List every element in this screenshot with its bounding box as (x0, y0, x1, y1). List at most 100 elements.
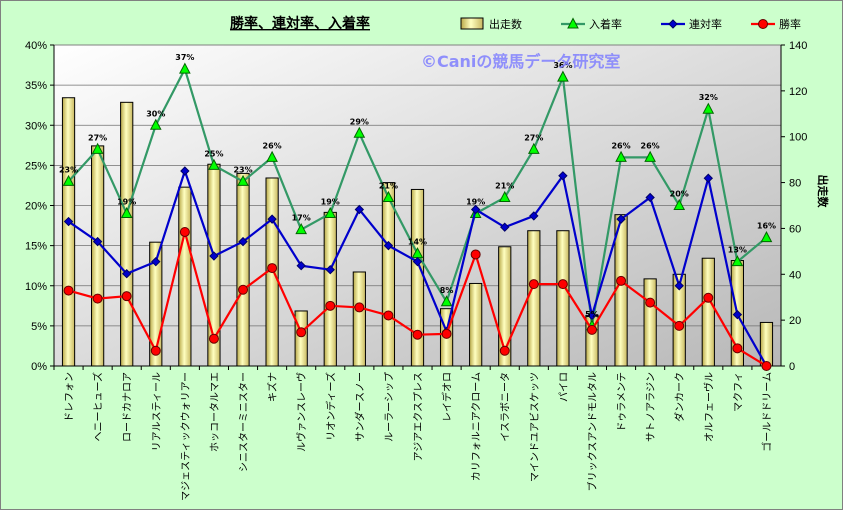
x-tick-label: ゴールドドリーム (760, 372, 773, 452)
x-tick-label: マジェスティックウォリアー (180, 372, 192, 501)
point (615, 150, 627, 162)
data-label: 8% (440, 286, 454, 295)
point (674, 320, 685, 331)
x-tick-label: ドゥラメンテ (616, 372, 628, 432)
point (731, 255, 744, 267)
point (208, 158, 220, 170)
point (528, 279, 539, 290)
y-tick-label: 0% (31, 361, 47, 373)
data-label: 23% (59, 165, 78, 174)
y2-tick-label: 0 (789, 361, 795, 373)
data-label: 19% (321, 198, 340, 207)
point (702, 102, 715, 114)
data-label: 21% (495, 181, 514, 190)
point (470, 204, 481, 215)
data-label: 23% (233, 165, 252, 174)
x-tick-label: シニスターミニスター (238, 372, 250, 472)
bar (614, 214, 628, 367)
bar (381, 182, 396, 367)
point (587, 310, 597, 321)
point (732, 309, 743, 320)
y2-tick-label: 40 (789, 269, 801, 281)
point (760, 231, 773, 243)
point (151, 256, 161, 267)
plot-area: 0% 5% 10% 15% 20% 25% 30% 35% 40% 0 20 40 60 80 100 120… (25, 40, 807, 501)
point (267, 263, 278, 274)
y2-tick-label: 60 (789, 223, 801, 235)
x-tick-label: ルヴァンスレーヴ (295, 372, 308, 452)
point (645, 192, 655, 203)
y-tick-label: 10% (25, 281, 47, 293)
x-tick-label: ダンカーク (673, 372, 686, 422)
bar (323, 211, 337, 367)
point (208, 333, 219, 344)
y2-tick-label: 20 (789, 315, 801, 327)
data-label: 14% (408, 238, 427, 247)
point (149, 118, 162, 130)
y-tick-label: 30% (25, 120, 47, 132)
data-label: 26% (611, 141, 630, 150)
y-tick-label: 35% (25, 80, 47, 92)
bar (352, 271, 366, 367)
y2-tick-label: 80 (789, 178, 801, 190)
point (500, 222, 510, 232)
point (527, 142, 540, 154)
legend-marker (567, 17, 579, 29)
watermark: ©Caniの競馬データ研究室 (421, 52, 620, 71)
point (179, 226, 190, 237)
x-tick-label: リアルスティール (152, 372, 163, 451)
legend-label: 勝率 (779, 17, 801, 31)
x-tick-label: ホッコータルマエ (209, 372, 221, 452)
x-tick-label: レイデオロ (441, 372, 454, 422)
x-tick-label: リオンディーズ (324, 372, 337, 441)
x-tick-label: ブリックスアンドモルタル (586, 372, 599, 491)
point (732, 343, 743, 354)
data-label: 17% (292, 214, 311, 223)
data-label: 25% (204, 149, 223, 158)
data-label: 21% (379, 181, 398, 190)
point (645, 297, 656, 308)
point (412, 256, 423, 267)
point (383, 240, 394, 251)
data-label: 20% (670, 190, 689, 199)
point (674, 281, 684, 291)
point (354, 302, 365, 313)
legend: 出走数 入着率 連対率 勝率 (460, 17, 801, 31)
point (616, 275, 627, 286)
y-tick-label: 5% (31, 321, 47, 333)
data-label: 27% (88, 133, 107, 142)
data-label: 37% (175, 53, 194, 62)
y-tick-label: 40% (25, 40, 47, 52)
bar (556, 230, 570, 367)
bar (236, 172, 250, 367)
data-label: 36% (553, 61, 572, 70)
point (179, 62, 191, 74)
x-tick-label: オルフェーヴル (702, 372, 715, 442)
data-label: 26% (263, 141, 282, 150)
x-tick-label: サンダースノー (353, 372, 366, 442)
point (354, 204, 365, 215)
point (441, 328, 452, 339)
point (412, 329, 423, 340)
data-label: 32% (699, 93, 718, 102)
point (120, 206, 133, 219)
bar (294, 310, 308, 367)
bar (498, 246, 512, 367)
legend-label: 連対率 (689, 17, 722, 31)
x-tick-label: マクフィ (732, 372, 744, 412)
point (703, 292, 714, 303)
legend-swatch (460, 17, 484, 30)
y2-axis-label: 出走数 (816, 175, 830, 209)
point (91, 142, 104, 154)
x-tick-label: キズナ (266, 372, 279, 402)
legend-marker (758, 19, 768, 29)
point (296, 327, 307, 338)
point (529, 211, 539, 221)
data-label: 16% (757, 222, 776, 231)
point (644, 150, 656, 162)
data-label: 26% (641, 141, 660, 150)
point (353, 126, 366, 138)
x-tick-label: アジアエクスプレス (413, 372, 425, 461)
point (238, 284, 249, 295)
point (703, 173, 714, 183)
